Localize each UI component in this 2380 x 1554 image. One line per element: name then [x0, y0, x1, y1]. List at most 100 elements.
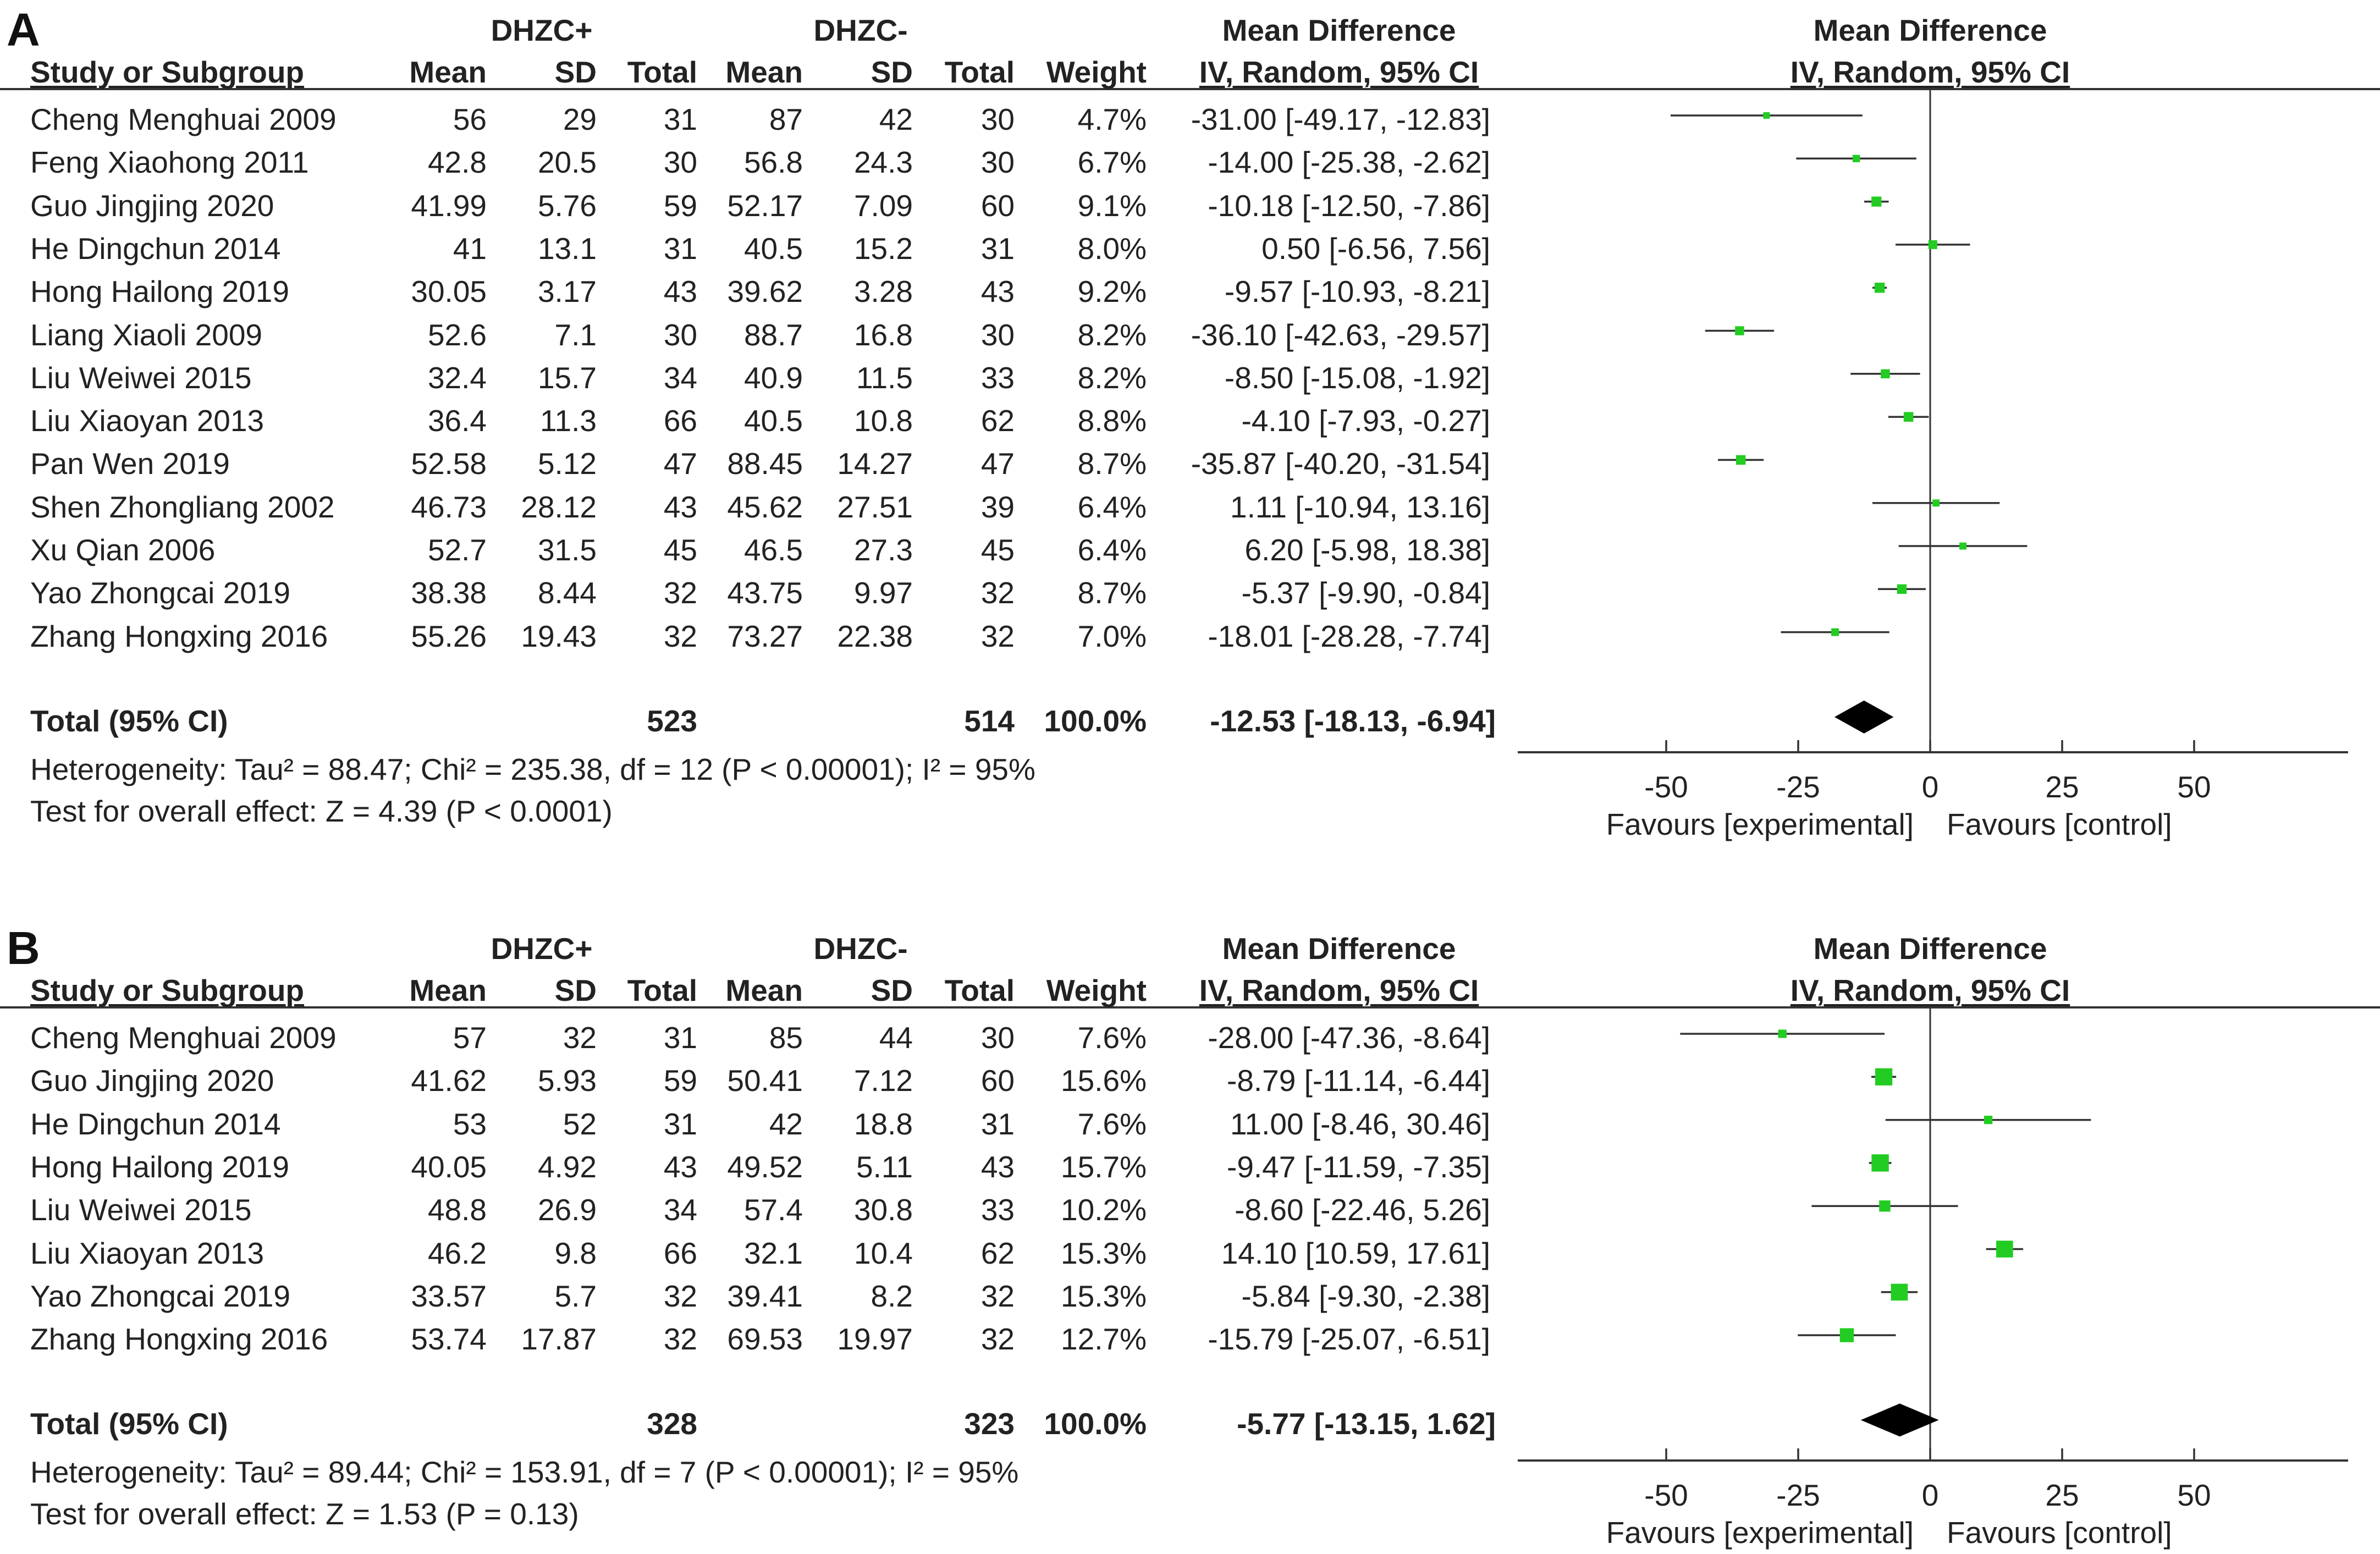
ctl-mean-value: 87 — [769, 102, 803, 136]
weight-value: 15.7% — [1061, 1149, 1147, 1184]
x-axis-tick-label: -50 — [1644, 1478, 1688, 1512]
ctl-sd-value: 3.28 — [853, 274, 913, 309]
favours-experimental-label: Favours [experimental] — [1606, 1516, 1914, 1550]
point-estimate-marker — [1984, 1116, 1993, 1125]
weight-value: 15.6% — [1061, 1063, 1147, 1098]
exp-sd-value: 17.87 — [521, 1322, 597, 1357]
ctl-sd-value: 7.09 — [853, 188, 913, 223]
x-axis-tick-label: -25 — [1776, 770, 1820, 804]
ctl-total-value: 60 — [980, 188, 1015, 223]
total-exp-count: 523 — [647, 703, 697, 738]
x-axis-tick-label: -25 — [1776, 1478, 1820, 1512]
point-estimate-marker — [1831, 628, 1839, 636]
ctl-total-value: 33 — [980, 360, 1015, 395]
plot-title-header: Mean Difference — [1813, 932, 2047, 966]
point-estimate-marker — [1736, 455, 1746, 465]
point-estimate-marker — [1871, 1154, 1889, 1172]
x-axis-tick-label: 50 — [2177, 1478, 2211, 1512]
exp-total-value: 59 — [663, 1063, 697, 1098]
plot-title-header: Mean Difference — [1813, 13, 2047, 47]
exp-mean-value: 30.05 — [411, 274, 487, 309]
study-name: Xu Qian 2006 — [30, 533, 216, 567]
exp-mean-value: 53.74 — [411, 1322, 487, 1357]
exp-mean-value: 41.62 — [411, 1063, 487, 1098]
exp-sd-value: 32 — [563, 1021, 597, 1055]
exp-mean-value: 38.38 — [411, 576, 487, 610]
exp-mean-value: 52.7 — [427, 533, 487, 567]
group-header-experimental: DHZC+ — [491, 932, 593, 966]
favours-control-label: Favours [control] — [1947, 807, 2172, 841]
column-header-weight: Weight — [1046, 973, 1147, 1007]
exp-total-value: 66 — [663, 404, 697, 438]
point-estimate-marker — [1928, 240, 1937, 249]
group-header-control: DHZC- — [813, 932, 908, 966]
exp-mean-value: 52.6 — [427, 317, 487, 352]
weight-value: 15.3% — [1061, 1279, 1147, 1313]
point-estimate-marker — [1871, 196, 1882, 207]
point-estimate-marker — [1996, 1241, 2013, 1258]
exp-total-value: 66 — [663, 1236, 697, 1270]
exp-mean-value: 46.2 — [427, 1236, 487, 1270]
group-header-control: DHZC- — [813, 13, 908, 47]
study-name: He Dingchun 2014 — [30, 1106, 281, 1141]
exp-sd-value: 20.5 — [537, 145, 597, 180]
study-name: Feng Xiaohong 2011 — [30, 145, 309, 180]
study-name: Liu Weiwei 2015 — [30, 360, 252, 395]
x-axis-tick-label: 0 — [1921, 770, 1939, 804]
study-name: Yao Zhongcai 2019 — [30, 576, 290, 610]
ctl-sd-value: 5.11 — [856, 1149, 913, 1184]
point-estimate-marker — [1763, 112, 1770, 119]
column-header-ctl-mean: Mean — [725, 55, 803, 89]
total-label: Total (95% CI) — [30, 1407, 228, 1441]
ctl-total-value: 47 — [980, 447, 1015, 481]
ctl-sd-value: 14.27 — [837, 447, 913, 481]
exp-mean-value: 55.26 — [411, 619, 487, 653]
study-name: Shen Zhongliang 2002 — [30, 489, 335, 524]
ctl-mean-value: 69.53 — [727, 1322, 803, 1357]
study-name: Zhang Hongxing 2016 — [30, 619, 328, 653]
exp-sd-value: 5.12 — [537, 447, 597, 481]
plot-subtitle-header: IV, Random, 95% CI — [1790, 55, 2070, 89]
column-header-exp-total: Total — [627, 973, 697, 1007]
column-header-ctl-mean: Mean — [725, 973, 803, 1007]
ctl-sd-value: 16.8 — [853, 317, 913, 352]
exp-total-value: 47 — [663, 447, 697, 481]
exp-total-value: 32 — [663, 1279, 697, 1313]
ctl-total-value: 39 — [980, 489, 1015, 524]
ctl-sd-value: 44 — [879, 1021, 913, 1055]
study-name: Liu Xiaoyan 2013 — [30, 404, 265, 438]
exp-total-value: 43 — [663, 1149, 697, 1184]
md-ci-value: -4.10 [-7.93, -0.27] — [1241, 404, 1491, 438]
md-ci-value: -5.37 [-9.90, -0.84] — [1241, 576, 1491, 610]
point-estimate-marker — [1839, 1328, 1854, 1342]
md-ci-value: -31.00 [-49.17, -12.83] — [1191, 102, 1490, 136]
weight-value: 6.4% — [1077, 533, 1147, 567]
ctl-sd-value: 8.2 — [871, 1279, 913, 1313]
total-md-ci: -12.53 [-18.13, -6.94] — [1210, 703, 1496, 738]
exp-mean-value: 33.57 — [411, 1279, 487, 1313]
exp-sd-value: 26.9 — [537, 1193, 597, 1227]
ctl-sd-value: 10.8 — [853, 404, 913, 438]
ctl-mean-value: 57.4 — [743, 1193, 803, 1227]
exp-total-value: 32 — [663, 576, 697, 610]
md-ci-value: -35.87 [-40.20, -31.54] — [1191, 447, 1490, 481]
exp-sd-value: 3.17 — [537, 274, 597, 309]
exp-sd-value: 8.44 — [537, 576, 597, 610]
exp-total-value: 34 — [663, 360, 697, 395]
md-ci-value: -9.47 [-11.59, -7.35] — [1227, 1149, 1490, 1184]
point-estimate-marker — [1879, 1200, 1891, 1212]
point-estimate-marker — [1881, 369, 1890, 378]
heterogeneity-text: Heterogeneity: Tau² = 89.44; Chi² = 153.… — [30, 1455, 1019, 1490]
exp-mean-value: 57 — [453, 1021, 487, 1055]
ctl-total-value: 45 — [980, 533, 1015, 567]
exp-sd-value: 28.12 — [521, 489, 597, 524]
column-header-exp-total: Total — [627, 55, 697, 89]
ctl-total-value: 31 — [980, 231, 1015, 266]
exp-mean-value: 46.73 — [411, 489, 487, 524]
exp-sd-value: 7.1 — [554, 317, 597, 352]
study-name: Hong Hailong 2019 — [30, 1149, 289, 1184]
weight-value: 8.7% — [1077, 447, 1147, 481]
exp-total-value: 32 — [663, 619, 697, 653]
favours-control-label: Favours [control] — [1947, 1516, 2172, 1550]
x-axis-tick-label: 0 — [1921, 1478, 1939, 1512]
